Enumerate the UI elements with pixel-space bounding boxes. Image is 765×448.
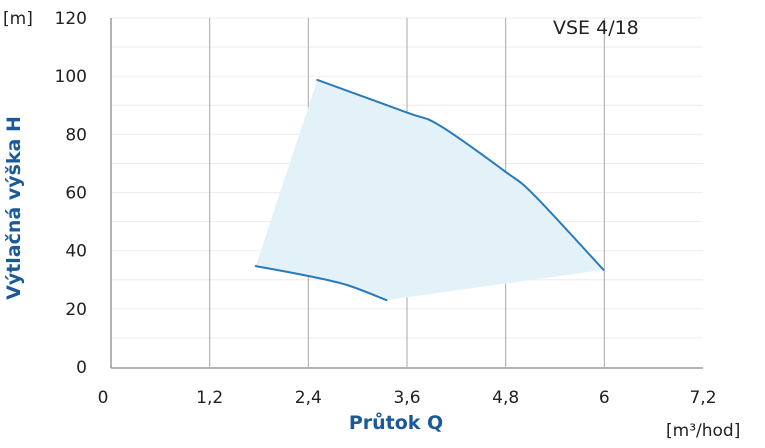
x-unit-label: [m³/hod] [666,421,740,441]
x-tick-label: 0 [98,388,109,408]
y-tick-label: 40 [65,242,87,262]
x-tick-label: 1,2 [196,388,223,408]
y-tick-label: 60 [65,184,87,204]
x-tick-labels: 0 1,2 2,4 3,6 4,8 6 7,2 [98,388,717,408]
x-axis-title: Průtok Q [349,411,443,434]
x-tick-label: 2,4 [295,388,322,408]
operating-area [255,79,604,301]
x-tick-label: 7,2 [689,388,716,408]
x-tick-label: 6 [599,388,610,408]
series-lines [254,78,605,302]
axes [110,18,703,369]
curve-max [316,78,605,271]
x-tick-label: 4,8 [492,388,519,408]
curve-min [254,265,388,302]
y-tick-label: 120 [55,9,87,29]
y-tick-label: 0 [76,358,87,378]
y-tick-labels: 0 20 40 60 80 100 120 [55,9,87,378]
y-tick-label: 20 [65,300,87,320]
chart-title: VSE 4/18 [553,17,639,39]
y-tick-label: 100 [55,67,87,87]
y-unit-label: [m] [3,9,33,29]
y-tick-label: 80 [65,125,87,145]
x-tick-label: 3,6 [393,388,420,408]
y-axis-title: Výtlačná výška H [3,116,25,300]
